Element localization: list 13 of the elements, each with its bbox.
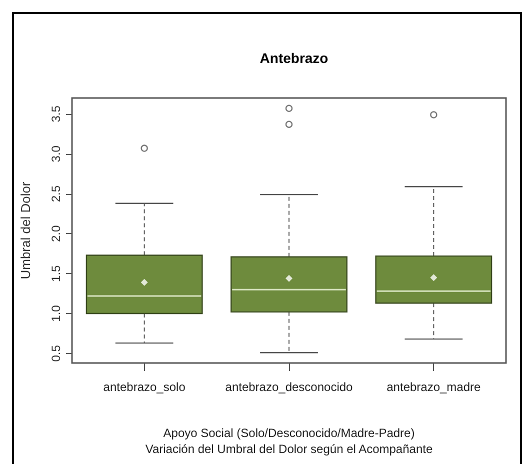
chart-title: Antebrazo [260,50,328,66]
y-axis-title: Umbral del Dolor [18,181,33,280]
x-axis-title: Apoyo Social (Solo/Desconocido/Madre-Padre) Variación del Umbral del Dolor según el Acompañante [145,426,433,456]
y-tick-label: 1.5 [49,264,63,282]
y-tick-label: 1.0 [49,304,63,322]
y-tick-label: 2.5 [49,185,63,202]
y-tick-label: 2.0 [49,225,63,242]
x-tick-label: antebrazo_madre [386,380,482,394]
x-tick-label: antebrazo_desconocido [225,380,354,394]
y-tick-label: 3.0 [49,145,63,162]
y-tick-label: 3.5 [49,105,63,122]
x-tick-label: antebrazo_solo [103,380,186,394]
y-tick-label: 0.5 [49,344,63,362]
